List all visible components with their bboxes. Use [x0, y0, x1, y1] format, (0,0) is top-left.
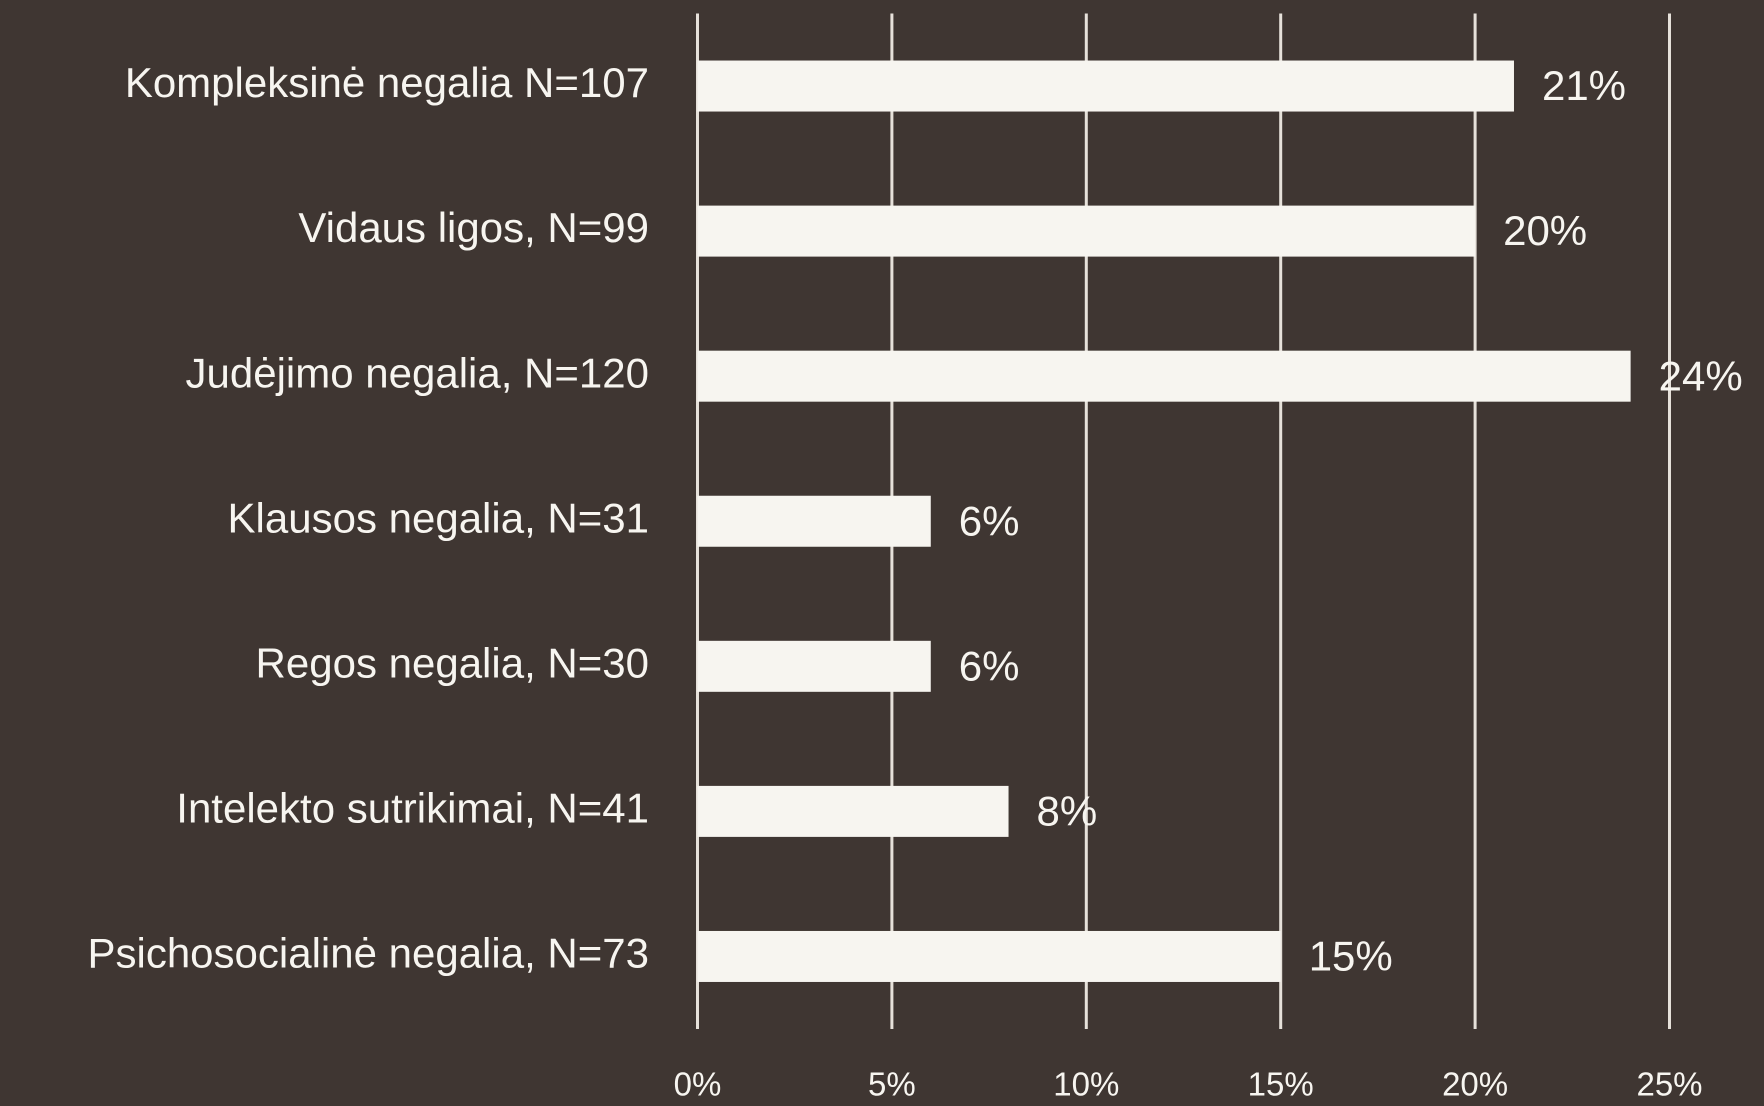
category-label: Judėjimo negalia, N=120	[186, 349, 649, 396]
bar	[697, 785, 1009, 837]
x-tick-label: 15%	[1248, 1066, 1314, 1103]
x-tick-label: 25%	[1636, 1066, 1702, 1103]
bar	[697, 640, 931, 692]
value-label: 15%	[1309, 933, 1393, 980]
x-tick-label: 20%	[1442, 1066, 1508, 1103]
bar	[697, 350, 1631, 402]
bar	[697, 495, 931, 547]
bar	[697, 205, 1476, 257]
category-label: Kompleksinė negalia N=107	[125, 59, 649, 106]
category-label: Intelekto sutrikimai, N=41	[176, 784, 649, 831]
value-label: 6%	[959, 642, 1020, 689]
x-tick-label: 0%	[674, 1066, 722, 1103]
category-label: Vidaus ligos, N=99	[298, 204, 649, 251]
value-label: 21%	[1542, 62, 1626, 109]
category-label: Psichosocialinė negalia, N=73	[87, 930, 649, 977]
bar	[697, 60, 1514, 112]
value-label: 6%	[959, 497, 1020, 544]
value-label: 24%	[1659, 352, 1743, 399]
category-label: Klausos negalia, N=31	[228, 494, 649, 541]
x-tick-label: 5%	[868, 1066, 916, 1103]
bar	[697, 930, 1281, 982]
category-label: Regos negalia, N=30	[256, 639, 649, 686]
x-tick-label: 10%	[1053, 1066, 1119, 1103]
value-label: 8%	[1037, 787, 1098, 834]
value-label: 20%	[1503, 207, 1587, 254]
